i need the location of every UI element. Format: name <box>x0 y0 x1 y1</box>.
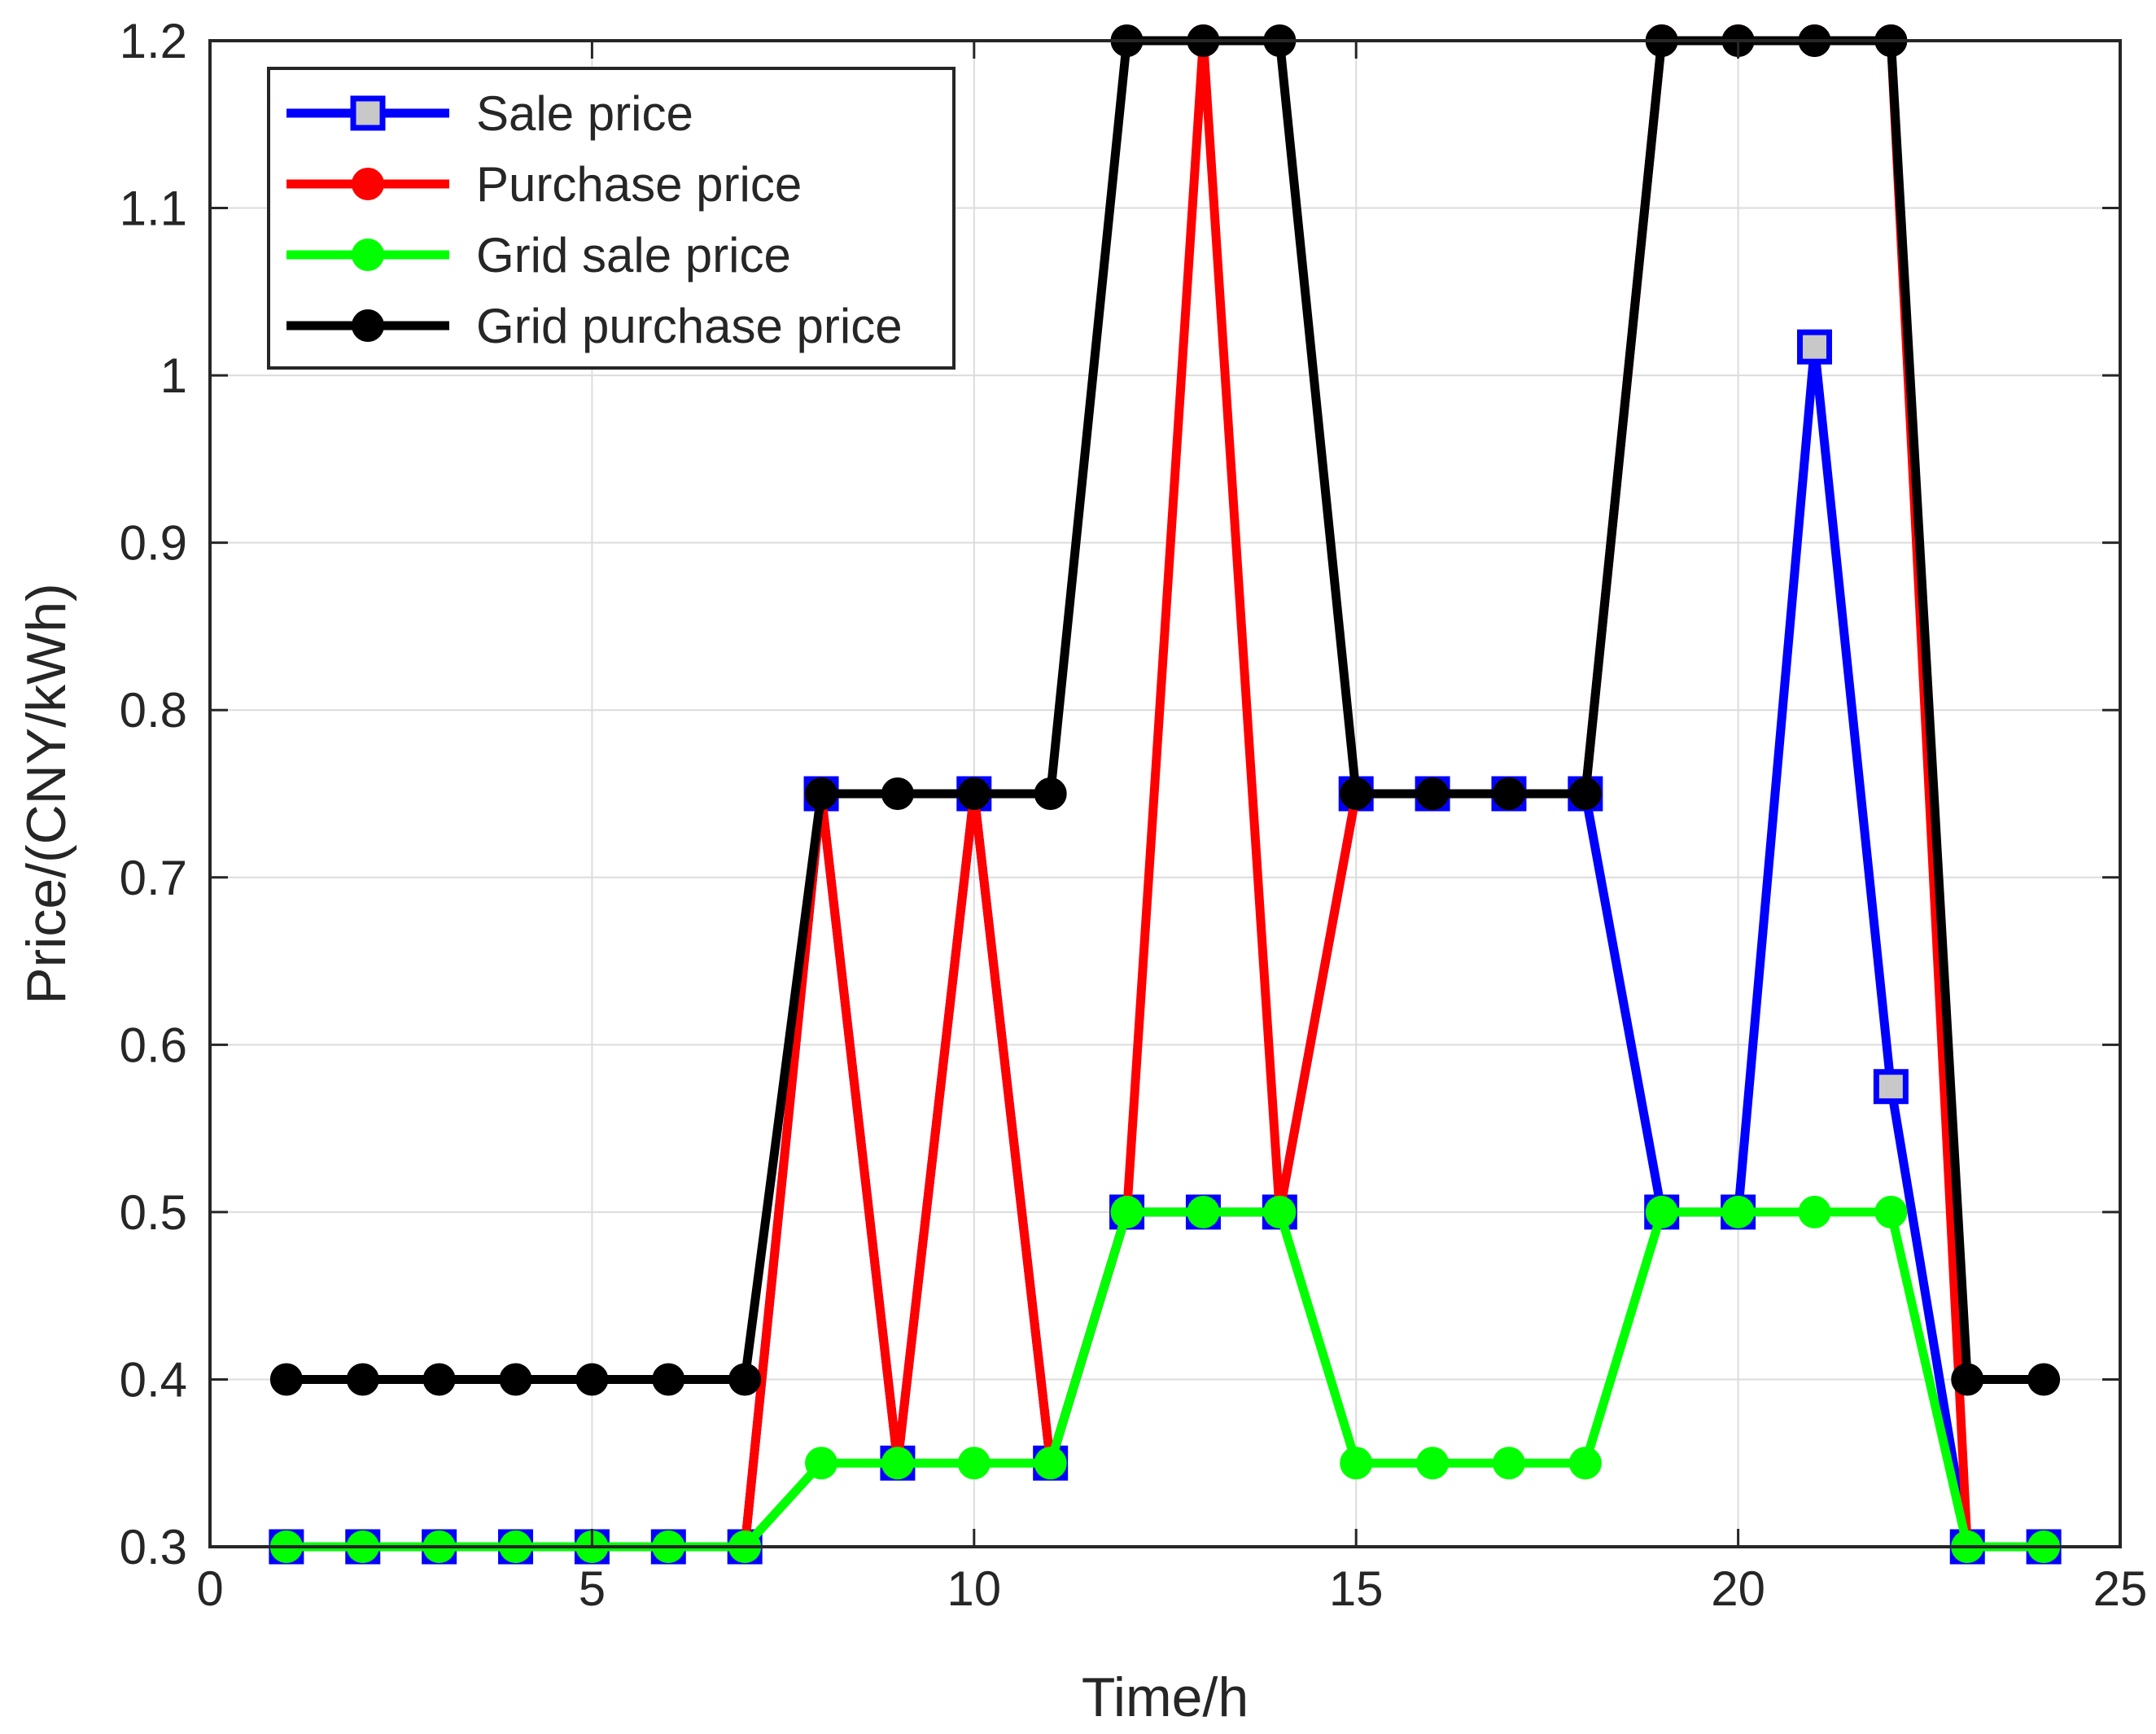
data-point <box>346 1363 379 1396</box>
data-point <box>2027 1363 2061 1396</box>
legend-item: Grid purchase price <box>286 299 903 353</box>
legend-item: Sale price <box>286 86 693 141</box>
data-point <box>957 1447 991 1480</box>
x-axis-label: Time/h <box>1082 1666 1249 1728</box>
x-tick-label: 0 <box>196 1561 223 1616</box>
data-point <box>1951 1363 1984 1396</box>
data-point <box>575 1363 609 1396</box>
data-point <box>1034 777 1067 810</box>
y-tick-label: 0.7 <box>120 851 187 905</box>
data-point <box>1492 1447 1525 1480</box>
data-point <box>422 1363 456 1396</box>
legend-label: Sale price <box>476 86 693 141</box>
legend-swatch-marker <box>352 239 384 271</box>
legend: Sale price Purchase price Grid sale price G… <box>267 67 956 370</box>
x-tick-label: 15 <box>1329 1561 1384 1616</box>
data-point <box>1187 1195 1220 1228</box>
legend-label: Grid purchase price <box>476 299 903 353</box>
y-tick-label: 1 <box>160 348 187 403</box>
data-point <box>1340 777 1373 810</box>
data-point <box>805 1447 838 1480</box>
series-grid-sale-price <box>269 1195 2061 1563</box>
data-point <box>1645 1195 1678 1228</box>
data-point <box>1492 777 1525 810</box>
legend-item: Purchase price <box>286 157 802 212</box>
legend-swatch-marker <box>350 95 386 131</box>
y-tick-label: 1.2 <box>120 14 187 68</box>
y-axis-label: Price/(CNY/kWh) <box>15 583 77 1005</box>
legend-swatch-marker <box>352 168 384 200</box>
data-point <box>957 777 991 810</box>
data-point <box>1034 1447 1067 1480</box>
data-point <box>805 777 838 810</box>
plot-frame <box>208 39 2122 1548</box>
legend-swatch-marker <box>352 309 384 342</box>
data-point <box>652 1363 685 1396</box>
x-tick-label: 20 <box>1711 1561 1765 1616</box>
y-tick-label: 0.5 <box>120 1185 187 1240</box>
legend-item: Grid sale price <box>286 228 791 282</box>
data-point <box>1721 1195 1755 1228</box>
data-point <box>1416 1447 1450 1480</box>
data-point <box>1568 777 1602 810</box>
legend-label: Grid sale price <box>476 228 791 282</box>
data-point <box>1796 329 1832 365</box>
axis-ticks: 0 5 10 15 20 25 0.3 0.4 0.5 0.6 0.7 0.8 0.9 1 1.1 1.2 <box>120 14 2148 1616</box>
data-point <box>1798 1195 1831 1228</box>
y-tick-label: 1.1 <box>120 182 187 236</box>
y-tick-label: 0.8 <box>120 683 187 738</box>
data-point <box>269 1363 303 1396</box>
data-point <box>499 1363 532 1396</box>
data-point <box>1263 1195 1297 1228</box>
data-point <box>1416 777 1450 810</box>
y-tick-label: 0.9 <box>120 516 187 571</box>
data-point <box>1873 1069 1909 1105</box>
y-tick-label: 0.6 <box>120 1018 187 1072</box>
data-point <box>1874 1195 1908 1228</box>
data-point <box>728 1363 762 1396</box>
x-tick-label: 5 <box>579 1561 606 1616</box>
data-point <box>881 1447 914 1480</box>
data-point <box>1110 1195 1144 1228</box>
data-point <box>1340 1447 1373 1480</box>
y-tick-label: 0.3 <box>120 1520 187 1574</box>
x-tick-label: 25 <box>2093 1561 2148 1616</box>
x-tick-label: 10 <box>947 1561 1001 1616</box>
data-point <box>881 777 914 810</box>
legend-label: Purchase price <box>476 157 802 212</box>
data-point <box>1568 1447 1602 1480</box>
y-tick-label: 0.4 <box>120 1352 187 1407</box>
